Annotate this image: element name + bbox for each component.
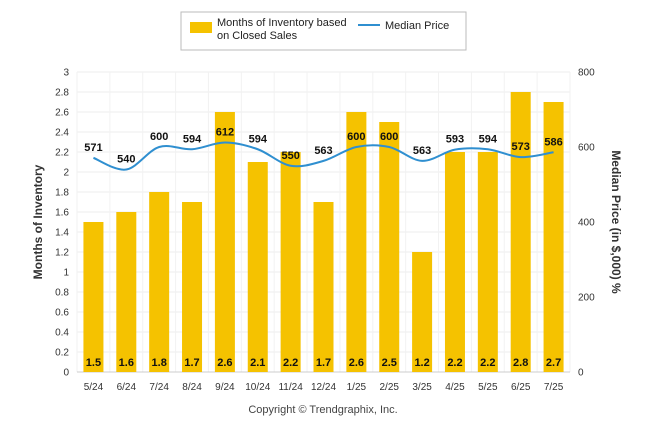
median-price-label: 550	[281, 150, 299, 162]
bar	[247, 162, 268, 372]
x-tick-label: 10/24	[245, 382, 270, 393]
x-tick-label: 6/25	[511, 382, 531, 393]
y-right-tick-label: 600	[578, 143, 595, 154]
median-price-label: 586	[544, 136, 562, 148]
axis-ticks: 0 0.2 0.4 0.6 0.8 1 1.2 1.4 1.6 1.8 2 2.2 2.4 2.6 2.8 3…	[55, 68, 595, 394]
y-left-tick-label: 2.8	[55, 88, 69, 99]
x-tick-label: 3/25	[412, 382, 432, 393]
median-price-label: 600	[347, 131, 365, 143]
y-left-tick-label: 1.2	[55, 248, 69, 259]
median-price-label: 593	[446, 134, 464, 146]
bar-value-label: 1.5	[86, 357, 101, 369]
y-left-tick-label: 1.8	[55, 188, 69, 199]
median-price-label: 563	[413, 145, 431, 157]
y-right-tick-label: 800	[578, 68, 595, 79]
legend-bar-label-line1: Months of Inventory based	[217, 17, 347, 29]
x-tick-label: 1/25	[347, 382, 367, 393]
median-price-label: 600	[150, 131, 168, 143]
median-price-label: 600	[380, 131, 398, 143]
bar-value-label: 2.2	[480, 357, 495, 369]
y-left-tick-label: 0	[63, 368, 69, 379]
y-left-tick-label: 0.6	[55, 308, 69, 319]
median-price-label: 540	[117, 154, 135, 166]
bar	[477, 152, 498, 372]
bar-value-label: 2.2	[447, 357, 462, 369]
bar	[510, 92, 531, 372]
x-tick-label: 5/25	[478, 382, 498, 393]
legend-line-label: Median Price	[385, 20, 449, 32]
y-left-tick-label: 0.2	[55, 348, 69, 359]
median-price-label: 563	[314, 145, 332, 157]
y-left-tick-label: 0.8	[55, 288, 69, 299]
bar-value-label: 2.2	[283, 357, 298, 369]
median-price-label: 594	[249, 133, 268, 145]
y-left-tick-label: 2.2	[55, 148, 69, 159]
median-price-label: 571	[84, 142, 102, 154]
y-left-tick-label: 3	[63, 68, 69, 79]
y-left-tick-label: 1.6	[55, 208, 69, 219]
y-axis-right-title: Median Price (in $,000) %	[609, 150, 623, 294]
bar	[280, 152, 301, 372]
bar-value-label: 2.7	[546, 357, 561, 369]
y-left-tick-label: 1.4	[55, 228, 69, 239]
y-left-tick-label: 0.4	[55, 328, 69, 339]
x-tick-label: 7/24	[149, 382, 169, 393]
x-tick-label: 9/24	[215, 382, 235, 393]
median-price-label: 612	[216, 127, 234, 139]
y-axis-left-title: Months of Inventory	[31, 164, 45, 279]
bar	[313, 202, 334, 372]
bar	[116, 212, 137, 372]
median-price-line-path	[93, 141, 554, 171]
y-right-tick-label: 200	[578, 293, 595, 304]
x-tick-label: 12/24	[311, 382, 336, 393]
legend-bar-label-line2: on Closed Sales	[217, 30, 298, 42]
x-tick-label: 5/24	[84, 382, 104, 393]
bar	[379, 122, 400, 372]
x-tick-label: 4/25	[445, 382, 465, 393]
y-left-tick-label: 1	[63, 268, 69, 279]
x-tick-label: 7/25	[544, 382, 564, 393]
bar	[214, 112, 235, 372]
legend-box	[180, 11, 467, 51]
bar-value-label: 1.6	[119, 357, 134, 369]
bar-value-label: 1.7	[316, 357, 331, 369]
median-price-label: 594	[183, 133, 202, 145]
median-price-label: 594	[479, 133, 498, 145]
bar	[83, 222, 104, 372]
copyright-footer: Copyright © Trendgraphix, Inc.	[248, 404, 397, 416]
bar	[346, 112, 367, 372]
bar	[182, 202, 203, 372]
bar-value-label: 1.2	[414, 357, 429, 369]
y-left-tick-label: 2.4	[55, 128, 69, 139]
x-tick-label: 11/24	[278, 382, 303, 393]
x-tick-label: 6/24	[117, 382, 137, 393]
y-right-tick-label: 400	[578, 218, 595, 229]
bar-value-label: 1.8	[152, 357, 167, 369]
median-price-line: 571 540 600 594 612 594 550 563 600 600 563 593 594 5…	[84, 127, 563, 171]
x-tick-label: 2/25	[379, 382, 399, 393]
bar	[412, 252, 433, 372]
bar-value-label: 2.5	[382, 357, 397, 369]
legend: Months of Inventory based on Closed Sale…	[180, 11, 467, 51]
bar-value-label: 2.6	[349, 357, 364, 369]
median-price-label: 573	[512, 141, 530, 153]
legend-bar-swatch	[190, 22, 212, 33]
bar	[444, 152, 465, 372]
bar-value-label: 2.6	[217, 357, 232, 369]
y-right-tick-label: 0	[578, 368, 584, 379]
x-tick-label: 8/24	[182, 382, 202, 393]
bar	[149, 192, 170, 372]
y-left-tick-label: 2.6	[55, 108, 69, 119]
bar	[543, 102, 564, 372]
y-left-tick-label: 2	[63, 168, 69, 179]
bar-value-label: 2.8	[513, 357, 528, 369]
bar-value-label: 1.7	[184, 357, 199, 369]
bars: 1.5 1.6 1.8 1.7 2.6 2.1 2.2 1.7 2.6 2.5 1.2 2.2 2.2 2…	[83, 92, 564, 372]
bar-value-label: 2.1	[250, 357, 265, 369]
